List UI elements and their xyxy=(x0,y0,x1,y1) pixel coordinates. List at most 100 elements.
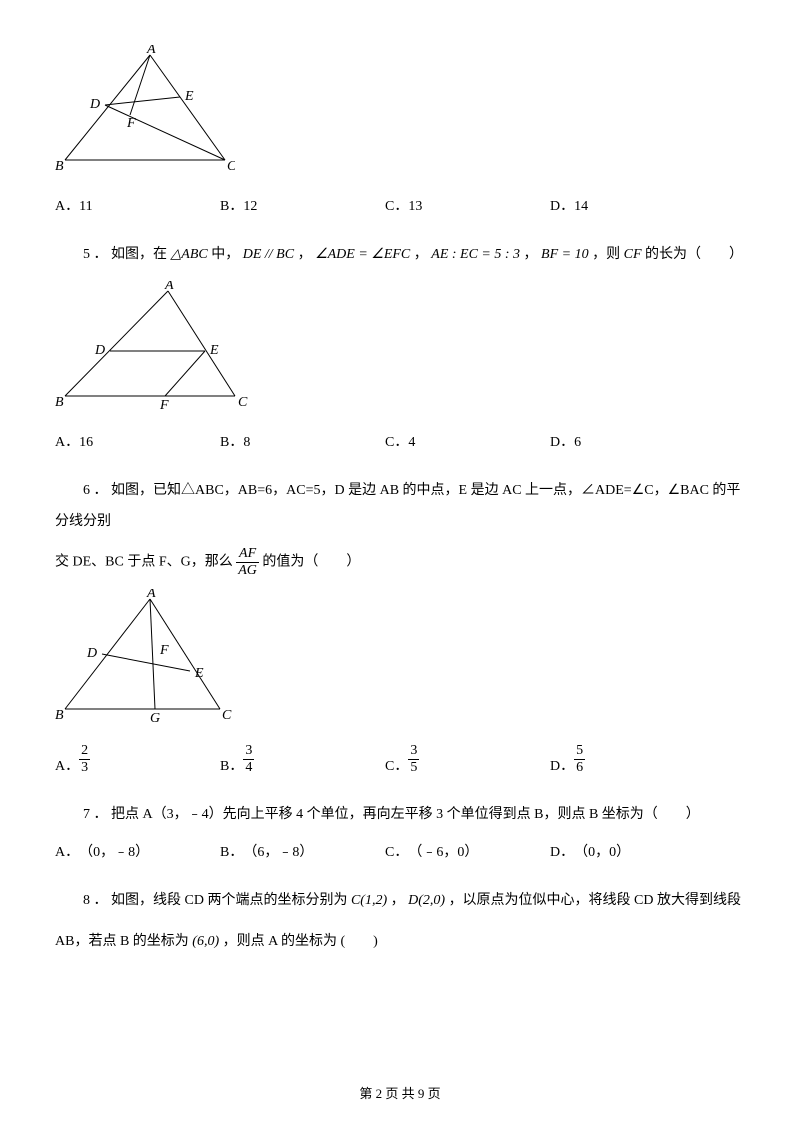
q5-m3: ∠ADE = ∠EFC xyxy=(315,247,410,262)
q4-figure: ABCDEF xyxy=(55,45,745,180)
q8-t2a: AB，若点 B 的坐标为 xyxy=(55,934,189,949)
q8-t1a: 如图，线段 CD 两个端点的坐标分别为 xyxy=(111,893,347,908)
q5-t1: 如图，在 xyxy=(111,247,167,262)
option-letter: D． xyxy=(550,755,574,775)
option-frac: 56 xyxy=(574,744,585,775)
option-letter: A． xyxy=(55,195,79,215)
svg-text:E: E xyxy=(209,343,219,358)
q8-line1: 8 ． 如图，线段 CD 两个端点的坐标分别为 C(1,2) ， D(2,0) … xyxy=(55,886,745,917)
option-frac: 23 xyxy=(79,744,90,775)
option-frac: 34 xyxy=(243,744,254,775)
q6-figure: A B C D E F G xyxy=(55,589,745,729)
q6-num: 6 ． xyxy=(83,483,108,498)
option-letter: A． xyxy=(55,841,79,861)
option: C．（﹣6，0） xyxy=(385,841,550,861)
svg-text:D: D xyxy=(94,343,105,358)
q6-frac: AF AG xyxy=(236,547,259,578)
q6-line1: 6 ． 如图，已知△ABC，AB=6，AC=5，D 是边 AB 的中点，E 是边… xyxy=(55,476,745,538)
option: B．34 xyxy=(220,744,385,775)
option-value: （0，﹣8） xyxy=(79,841,149,861)
svg-text:D: D xyxy=(86,646,97,661)
q7-body: 把点 A（3，﹣4）先向上平移 4 个单位，再向左平移 3 个单位得到点 B，则… xyxy=(111,807,700,822)
option: D．（0，0） xyxy=(550,841,715,861)
option: A．16 xyxy=(55,431,220,451)
q6-text2b: 的值为（ ） xyxy=(262,555,360,570)
option-letter: B． xyxy=(220,755,243,775)
q8-m2: D(2,0) xyxy=(408,893,445,908)
option: C．13 xyxy=(385,195,550,215)
option-letter: B． xyxy=(220,431,243,451)
option-value: 13 xyxy=(408,199,422,215)
q8-t2b: ，则点 A 的坐标为 xyxy=(223,934,337,949)
svg-text:E: E xyxy=(194,666,204,681)
q5-t5: ， xyxy=(524,247,538,262)
svg-text:B: B xyxy=(55,708,64,723)
option-letter: C． xyxy=(385,195,408,215)
q7-num: 7 ． xyxy=(83,807,108,822)
q5-m2: DE // BC xyxy=(243,247,294,262)
q5-text: 5 ． 如图，在 △ABC 中， DE // BC ， ∠ADE = ∠EFC … xyxy=(55,240,745,271)
option-value: （0，0） xyxy=(574,841,630,861)
option-letter: C． xyxy=(385,841,408,861)
svg-text:C: C xyxy=(227,159,235,174)
option-value: 8 xyxy=(243,435,250,451)
q5-t3: ， xyxy=(298,247,312,262)
page: ABCDEF A．11B．12C．13D．14 5 ． 如图，在 △ABC 中，… xyxy=(0,0,800,1132)
svg-text:C: C xyxy=(238,395,248,410)
option: B．（6，﹣8） xyxy=(220,841,385,861)
option-value: 11 xyxy=(79,199,92,215)
q5-m4: AE : EC = 5 : 3 xyxy=(431,247,520,262)
option: C．4 xyxy=(385,431,550,451)
option: A．23 xyxy=(55,744,220,775)
q6-text1: 如图，已知△ABC，AB=6，AC=5，D 是边 AB 的中点，E 是边 AC … xyxy=(55,483,740,529)
q6-frac-num: AF xyxy=(236,547,259,563)
q7-options: A．（0，﹣8）B．（6，﹣8）C．（﹣6，0）D．（0，0） xyxy=(55,841,745,861)
option: B．12 xyxy=(220,195,385,215)
q5-t2: 中， xyxy=(211,247,239,262)
q6-line2: 交 DE、BC 于点 F、G，那么 AF AG 的值为（ ） xyxy=(55,547,745,579)
q5-m1: △ABC xyxy=(171,247,208,262)
q8-t1c: ，以原点为位似中心，将线段 CD 放大得到线段 xyxy=(449,893,741,908)
option-letter: B． xyxy=(220,195,243,215)
q5-m5: BF = 10 xyxy=(541,247,589,262)
option-value: 12 xyxy=(243,199,257,215)
q6-text2a: 交 DE、BC 于点 F、G，那么 xyxy=(55,555,233,570)
q8-line2: AB，若点 B 的坐标为 (6,0) ，则点 A 的坐标为 ( ) xyxy=(55,927,745,958)
option-value: 16 xyxy=(79,435,93,451)
q5-t7: 的长为（ ） xyxy=(645,247,743,262)
svg-text:C: C xyxy=(222,708,232,723)
q5-m6: CF xyxy=(624,247,642,262)
q5-figure: ABCDEF xyxy=(55,281,745,416)
option-letter: A． xyxy=(55,755,79,775)
option: D．56 xyxy=(550,744,715,775)
q8-t1b: ， xyxy=(391,893,405,908)
option-letter: C． xyxy=(385,431,408,451)
svg-text:F: F xyxy=(126,116,136,131)
option: A．（0，﹣8） xyxy=(55,841,220,861)
q8-m3: (6,0) xyxy=(192,934,219,949)
q6-frac-den: AG xyxy=(236,563,259,578)
option: B．8 xyxy=(220,431,385,451)
svg-text:B: B xyxy=(55,159,64,174)
q8-paren: ( ) xyxy=(340,934,377,949)
option-letter: B． xyxy=(220,841,243,861)
option-frac: 35 xyxy=(408,744,419,775)
q7-text: 7 ． 把点 A（3，﹣4）先向上平移 4 个单位，再向左平移 3 个单位得到点… xyxy=(55,800,745,831)
q6-options: A．23B．34C．35D．56 xyxy=(55,744,745,775)
option-letter: D． xyxy=(550,841,574,861)
q8-num: 8 ． xyxy=(83,893,108,908)
option: A．11 xyxy=(55,195,220,215)
page-footer: 第 2 页 共 9 页 xyxy=(0,1083,800,1102)
option: D．14 xyxy=(550,195,715,215)
q5-num: 5 ． xyxy=(83,247,108,262)
option: D．6 xyxy=(550,431,715,451)
option-value: （﹣6，0） xyxy=(408,841,478,861)
svg-text:A: A xyxy=(146,589,156,601)
option-value: 6 xyxy=(574,435,581,451)
svg-text:A: A xyxy=(146,45,156,57)
option-letter: A． xyxy=(55,431,79,451)
svg-text:G: G xyxy=(150,711,160,724)
svg-text:F: F xyxy=(159,643,169,658)
option: C．35 xyxy=(385,744,550,775)
q4-options: A．11B．12C．13D．14 xyxy=(55,195,745,215)
